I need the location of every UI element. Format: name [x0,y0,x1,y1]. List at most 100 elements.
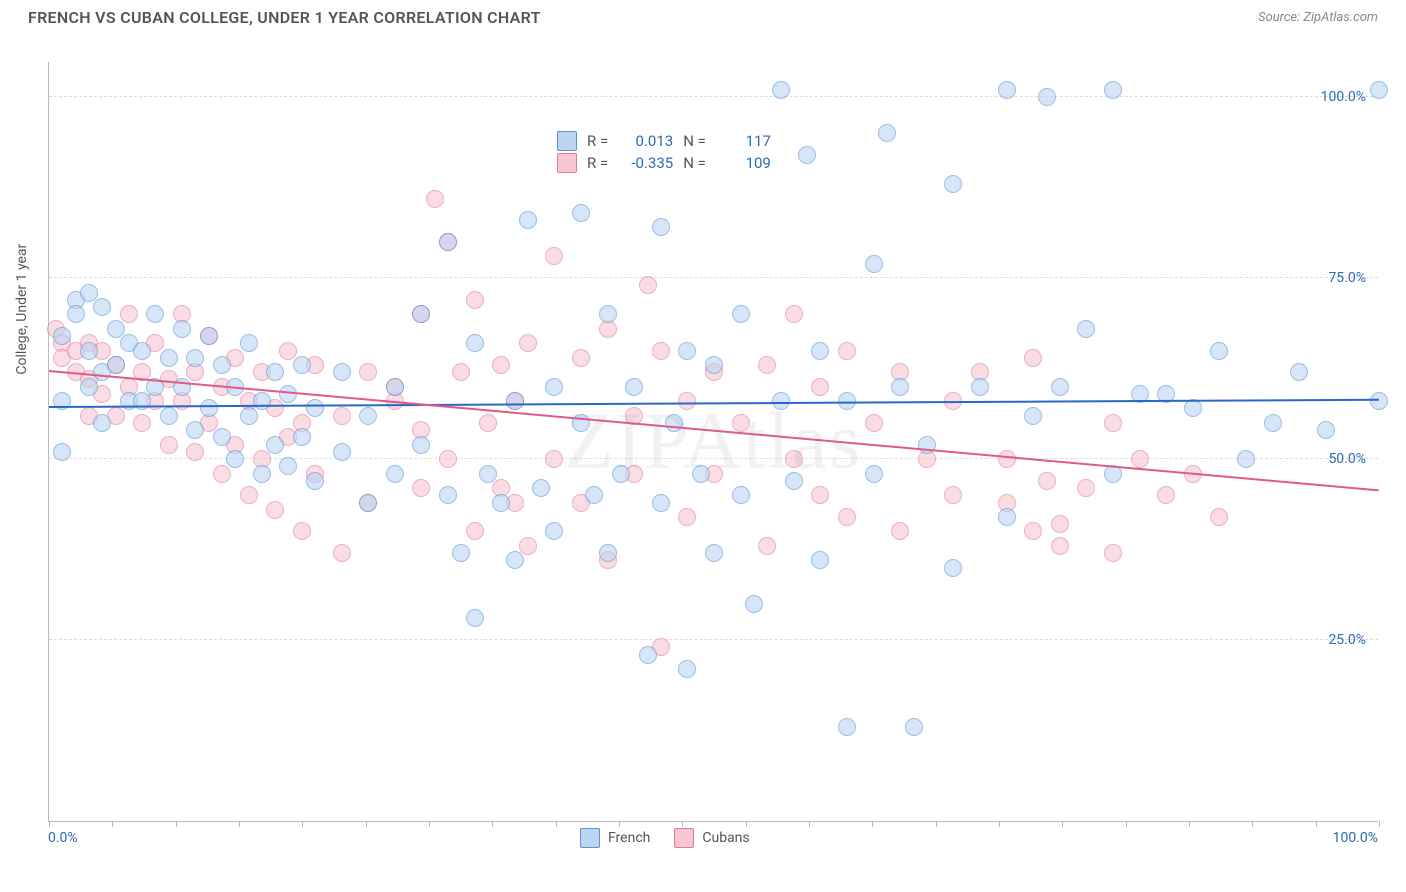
n-label: N = [683,152,706,174]
scatter-point-cubans [891,522,909,540]
scatter-point-cubans [1104,544,1122,562]
x-tick [872,821,873,827]
scatter-point-cubans [1077,479,1095,497]
x-tick [49,821,50,827]
x-tick [746,821,747,827]
scatter-point-cubans [678,392,696,410]
scatter-point-french [732,305,750,323]
scatter-point-french [386,378,404,396]
scatter-point-french [785,472,803,490]
scatter-point-french [998,81,1016,99]
legend-row-cubans: R = -0.335 N = 109 [557,152,771,174]
source-attribution: Source: ZipAtlas.com [1258,10,1378,25]
scatter-point-cubans [279,342,297,360]
gridline [49,458,1378,459]
scatter-point-cubans [492,356,510,374]
x-tick [999,821,1000,827]
swatch-icon [674,828,694,848]
scatter-point-french [944,559,962,577]
scatter-point-french [692,465,710,483]
scatter-point-cubans [426,190,444,208]
scatter-point-french [678,342,696,360]
scatter-point-french [1237,450,1255,468]
scatter-point-french [639,646,657,664]
scatter-point-french [519,211,537,229]
scatter-point-french [572,204,590,222]
scatter-point-cubans [1157,486,1175,504]
x-tick [176,821,177,827]
scatter-point-french [226,450,244,468]
scatter-point-french [53,327,71,345]
y-axis-label: College, Under 1 year [14,244,30,375]
x-tick [619,821,620,827]
x-tick [1379,821,1380,827]
scatter-point-french [160,407,178,425]
scatter-point-french [678,660,696,678]
gridline [49,277,1378,278]
scatter-point-french [891,378,909,396]
scatter-point-french [80,284,98,302]
scatter-point-french [705,544,723,562]
scatter-point-cubans [439,450,457,468]
scatter-point-french [67,305,85,323]
scatter-point-french [599,544,617,562]
scatter-point-french [798,146,816,164]
x-tick [1126,821,1127,827]
legend-item-cubans: Cubans [674,828,749,848]
scatter-point-cubans [811,378,829,396]
x-axis-min-label: 0.0% [48,830,78,846]
scatter-point-french [612,465,630,483]
scatter-point-french [1370,392,1388,410]
scatter-point-french [213,428,231,446]
scatter-point-french [333,363,351,381]
scatter-point-cubans [998,450,1016,468]
n-value: 109 [716,152,771,174]
scatter-point-french [306,472,324,490]
scatter-point-french [971,378,989,396]
scatter-point-french [545,522,563,540]
scatter-point-cubans [452,363,470,381]
scatter-point-french [266,363,284,381]
scatter-point-cubans [1024,522,1042,540]
scatter-point-french [200,399,218,417]
scatter-point-french [599,305,617,323]
scatter-point-french [585,486,603,504]
chart-title: FRENCH VS CUBAN COLLEGE, UNDER 1 YEAR CO… [28,8,541,27]
scatter-point-french [811,342,829,360]
scatter-point-french [1077,320,1095,338]
swatch-icon [557,131,577,151]
scatter-point-french [652,218,670,236]
scatter-point-cubans [545,247,563,265]
scatter-point-cubans [266,501,284,519]
scatter-point-cubans [811,486,829,504]
legend-row-french: R = 0.013 N = 117 [557,130,771,152]
x-tick [1189,821,1190,827]
scatter-point-french [944,175,962,193]
scatter-point-cubans [333,407,351,425]
swatch-icon [580,828,600,848]
correlation-legend: R = 0.013 N = 117 R = -0.335 N = 109 [549,128,779,176]
scatter-point-cubans [838,508,856,526]
scatter-point-french [306,399,324,417]
scatter-point-french [293,428,311,446]
x-tick [366,821,367,827]
x-tick [1062,821,1063,827]
scatter-point-french [93,414,111,432]
scatter-point-french [811,551,829,569]
y-tick-label: 75.0% [1328,270,1366,286]
scatter-point-french [253,392,271,410]
x-tick [239,821,240,827]
scatter-point-french [439,233,457,251]
scatter-point-french [506,551,524,569]
series-legend: French Cubans [580,828,750,848]
scatter-point-cubans [1051,515,1069,533]
scatter-point-cubans [572,349,590,367]
y-tick-label: 100.0% [1321,89,1366,105]
scatter-point-french [253,465,271,483]
scatter-point-french [133,342,151,360]
x-tick [936,821,937,827]
y-tick-label: 25.0% [1328,632,1366,648]
x-tick [112,821,113,827]
scatter-point-cubans [785,450,803,468]
scatter-point-french [53,443,71,461]
